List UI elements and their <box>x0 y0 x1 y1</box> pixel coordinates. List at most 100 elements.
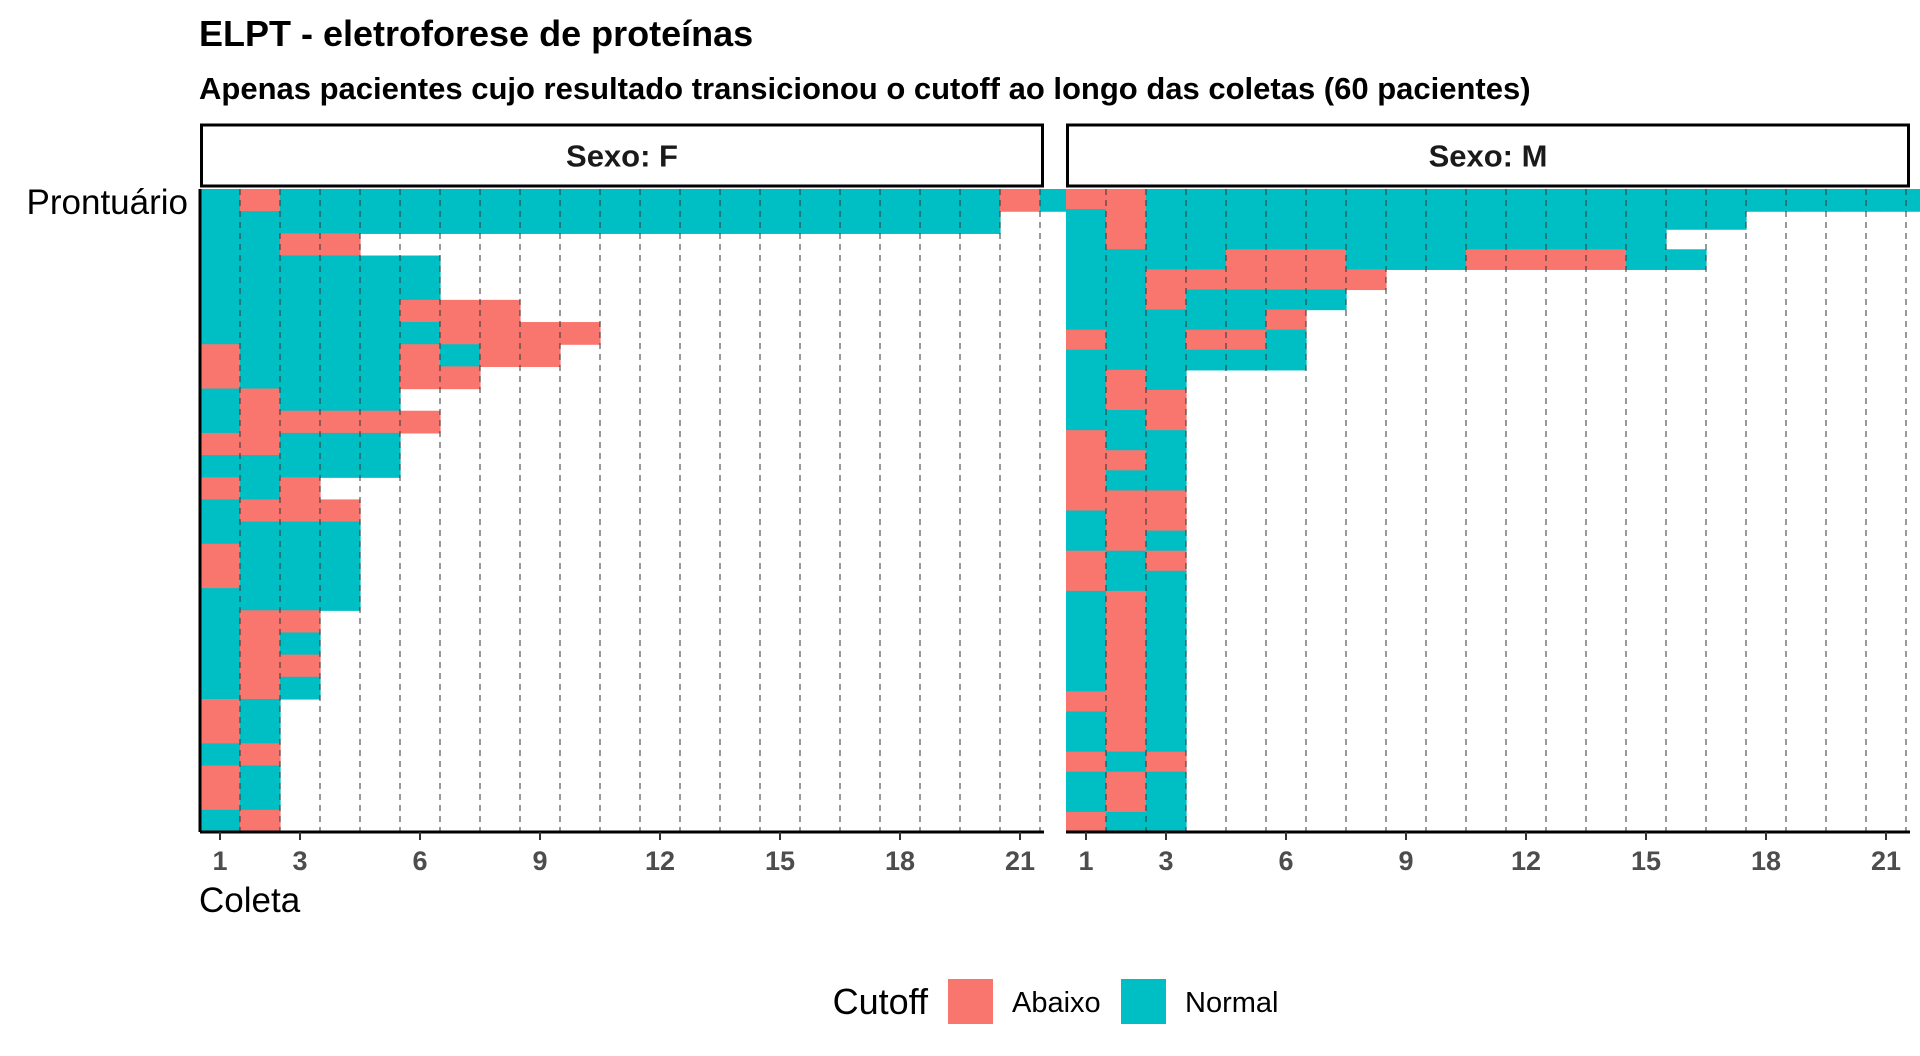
tile-f-r2-c13 <box>680 211 721 234</box>
tile-m-r16-c3 <box>1146 490 1187 512</box>
tile-f-r29-c1 <box>200 809 241 833</box>
tile-f-r1-c19 <box>920 189 961 212</box>
tile-m-r18-c3 <box>1146 530 1187 552</box>
tile-m-r5-c6 <box>1266 269 1307 291</box>
tile-f-r1-c32 <box>1440 189 1481 212</box>
tile-f-r24-c2 <box>240 698 281 722</box>
x-tick-label: 1 <box>1078 846 1093 876</box>
tile-f-r22-c1 <box>200 654 241 678</box>
tile-f-r18-c3 <box>280 565 321 589</box>
tile-f-r5-c6 <box>400 277 441 301</box>
tile-f-r15-c3 <box>280 499 321 523</box>
tile-f-r13-c5 <box>360 455 401 478</box>
tile-f-r23-c1 <box>200 676 241 700</box>
tile-m-r2-c2 <box>1106 209 1147 230</box>
tile-f-r15-c4 <box>320 499 361 523</box>
tile-m-r9-c1 <box>1066 349 1107 371</box>
tile-f-r10-c3 <box>280 388 321 412</box>
tile-f-r7-c5 <box>360 322 401 345</box>
tile-f-r17-c1 <box>200 543 241 567</box>
tile-m-r3-c6 <box>1266 229 1307 250</box>
chart-title: ELPT - eletroforese de proteínas <box>199 13 753 54</box>
tile-m-r3-c7 <box>1306 229 1347 250</box>
legend-swatch-abaixo <box>948 979 993 1024</box>
tile-f-r1-c10 <box>560 189 601 212</box>
tile-f-r5-c4 <box>320 277 361 301</box>
legend-label-abaixo: Abaixo <box>1012 987 1101 1019</box>
tile-m-r4-c11 <box>1466 249 1507 270</box>
tile-m-r20-c1 <box>1066 570 1107 592</box>
tile-m-r12-c2 <box>1106 410 1147 431</box>
tile-m-r4-c9 <box>1386 249 1427 270</box>
tile-m-r26-c1 <box>1066 691 1107 713</box>
tile-f-r12-c2 <box>240 432 281 456</box>
tile-f-r5-c5 <box>360 277 401 301</box>
tile-f-r24-c1 <box>200 698 241 722</box>
tile-f-r1-c3 <box>280 189 321 212</box>
tile-m-r5-c3 <box>1146 269 1187 291</box>
tile-m-r17-c3 <box>1146 510 1187 532</box>
tile-m-r2-c16 <box>1666 209 1707 230</box>
tile-f-r1-c8 <box>480 189 521 212</box>
tile-m-r4-c3 <box>1146 249 1187 270</box>
tile-f-r20-c1 <box>200 610 241 634</box>
tile-m-r5-c1 <box>1066 269 1107 291</box>
tile-m-r4-c7 <box>1306 249 1347 270</box>
tile-f-r6-c8 <box>480 299 521 323</box>
tile-f-r7-c7 <box>440 322 481 345</box>
tile-f-r9-c6 <box>400 366 441 390</box>
tile-m-r6-c7 <box>1306 289 1347 311</box>
tile-f-r13-c3 <box>280 455 321 478</box>
tile-f-r1-c28 <box>1280 189 1321 212</box>
tile-f-r11-c1 <box>200 410 241 434</box>
x-tick-label: 12 <box>1511 846 1541 876</box>
tile-m-r4-c1 <box>1066 249 1107 270</box>
tile-m-r11-c1 <box>1066 389 1107 411</box>
tile-f-r2-c3 <box>280 211 321 234</box>
tile-f-r3-c3 <box>280 233 321 257</box>
tile-f-r13-c2 <box>240 455 281 478</box>
tile-f-r4-c3 <box>280 255 321 279</box>
tile-m-r10-c3 <box>1146 369 1187 391</box>
tile-m-r14-c3 <box>1146 450 1187 471</box>
legend-swatch-normal <box>1121 979 1166 1024</box>
tile-f-r7-c2 <box>240 322 281 345</box>
tile-m-r13-c3 <box>1146 430 1187 451</box>
tile-f-r9-c3 <box>280 366 321 390</box>
tile-f-r12-c5 <box>360 432 401 456</box>
tile-f-r2-c8 <box>480 211 521 234</box>
tile-f-r2-c19 <box>920 211 961 234</box>
tile-f-r22-c3 <box>280 654 321 678</box>
tile-m-r2-c8 <box>1346 209 1387 230</box>
tile-m-r4-c2 <box>1106 249 1147 270</box>
tile-f-r16-c3 <box>280 521 321 545</box>
tile-m-r14-c1 <box>1066 450 1107 471</box>
tile-m-r2-c11 <box>1466 209 1507 230</box>
tile-f-r2-c7 <box>440 211 481 234</box>
tile-m-r4-c5 <box>1226 249 1267 270</box>
tile-f-r8-c2 <box>240 344 281 367</box>
tile-m-r5-c8 <box>1346 269 1387 291</box>
tile-m-r9-c4 <box>1186 349 1227 371</box>
tile-m-r3-c3 <box>1146 229 1187 250</box>
tile-f-r1-c18 <box>880 189 921 212</box>
tile-f-r4-c4 <box>320 255 361 279</box>
tile-f-r5-c3 <box>280 277 321 301</box>
tile-m-r23-c2 <box>1106 631 1147 652</box>
tile-m-r24-c2 <box>1106 651 1147 672</box>
tile-f-r1-c6 <box>400 189 441 212</box>
tile-m-r9-c2 <box>1106 349 1147 371</box>
tile-f-r2-c9 <box>520 211 561 234</box>
tile-f-r1-c38 <box>1680 189 1721 212</box>
tile-m-r2-c3 <box>1146 209 1187 230</box>
tile-f-r7-c1 <box>200 322 241 345</box>
tile-m-r26-c2 <box>1106 691 1147 713</box>
tile-f-r1-c1 <box>200 189 241 212</box>
tile-m-r30-c3 <box>1146 771 1187 793</box>
tile-m-r26-c3 <box>1146 691 1187 713</box>
tile-m-r25-c1 <box>1066 671 1107 692</box>
tile-f-r1-c33 <box>1480 189 1521 212</box>
tile-f-r25-c2 <box>240 721 281 744</box>
tile-m-r12-c3 <box>1146 410 1187 431</box>
tile-m-r2-c7 <box>1306 209 1347 230</box>
